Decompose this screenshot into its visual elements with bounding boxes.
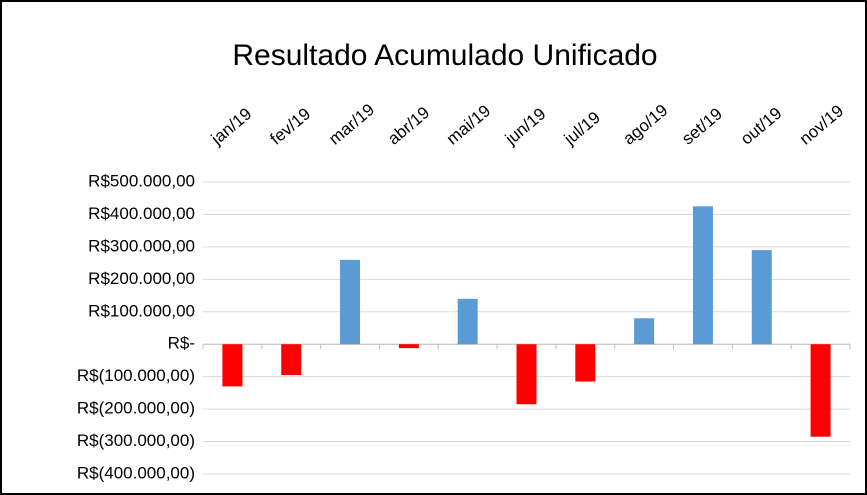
y-tick-label: R$300.000,00 <box>88 236 195 255</box>
chart-title: Resultado Acumulado Unificado <box>232 39 657 72</box>
y-tick-label: R$(200.000,00) <box>77 399 195 418</box>
bar <box>222 344 243 387</box>
y-tick-label: R$- <box>168 334 195 353</box>
y-tick-label: R$(300.000,00) <box>77 431 195 450</box>
y-tick-label: R$400.000,00 <box>88 204 195 223</box>
bar <box>692 206 713 345</box>
y-tick-label: R$500.000,00 <box>88 171 195 190</box>
bar <box>516 344 537 405</box>
bar <box>340 259 361 345</box>
bar <box>634 318 655 345</box>
y-tick-label: R$200.000,00 <box>88 269 195 288</box>
bar <box>810 344 831 437</box>
y-tick-label: R$(400.000,00) <box>77 463 195 482</box>
y-tick-label: R$(100.000,00) <box>77 366 195 385</box>
y-tick-label: R$100.000,00 <box>88 301 195 320</box>
bar <box>575 344 596 382</box>
bar <box>281 344 302 376</box>
bar <box>457 298 478 345</box>
bar <box>398 344 419 349</box>
bar <box>751 250 772 345</box>
